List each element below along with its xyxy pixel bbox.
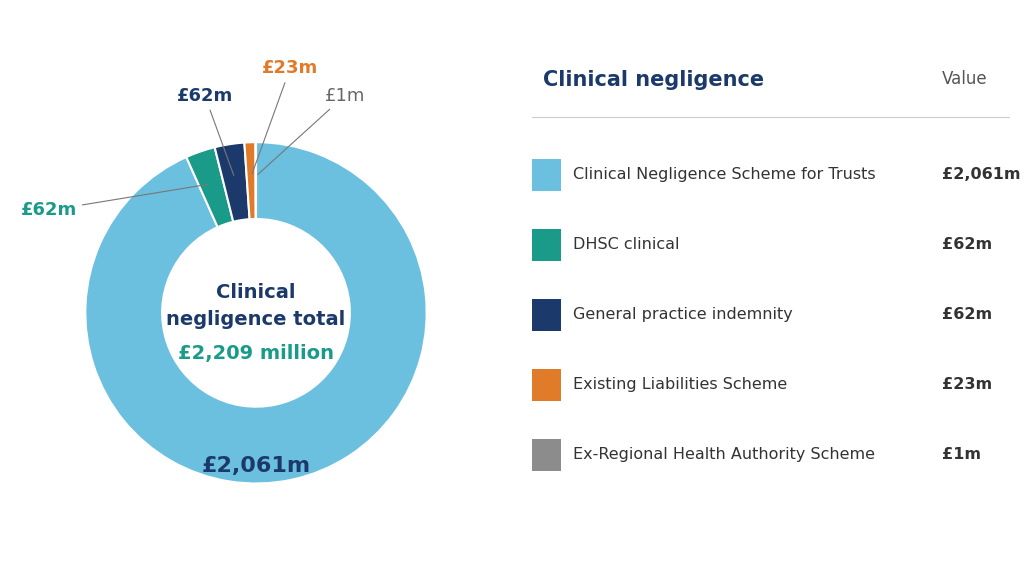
Text: £2,209 million: £2,209 million	[178, 345, 334, 363]
Text: Value: Value	[942, 70, 988, 88]
Text: Clinical negligence: Clinical negligence	[543, 70, 764, 90]
Text: negligence total: negligence total	[166, 310, 346, 329]
Wedge shape	[245, 142, 256, 219]
FancyBboxPatch shape	[532, 439, 561, 471]
Text: £62m: £62m	[177, 87, 233, 175]
FancyBboxPatch shape	[532, 159, 561, 191]
Text: £23m: £23m	[252, 59, 318, 174]
Text: £2,061m: £2,061m	[942, 167, 1021, 182]
Text: £23m: £23m	[942, 377, 992, 392]
Text: £1m: £1m	[942, 447, 981, 462]
Text: DHSC clinical: DHSC clinical	[573, 237, 680, 252]
Text: £2,061m: £2,061m	[202, 456, 310, 476]
Text: £62m: £62m	[942, 237, 992, 252]
Wedge shape	[186, 147, 233, 227]
Text: £62m: £62m	[942, 307, 992, 322]
FancyBboxPatch shape	[532, 369, 561, 401]
Wedge shape	[85, 142, 427, 483]
Text: Existing Liabilities Scheme: Existing Liabilities Scheme	[573, 377, 787, 392]
FancyBboxPatch shape	[532, 229, 561, 261]
Wedge shape	[215, 143, 250, 222]
Text: £62m: £62m	[20, 184, 209, 219]
Text: £1m: £1m	[258, 87, 365, 174]
Text: Clinical: Clinical	[216, 283, 296, 302]
Text: Ex-Regional Health Authority Scheme: Ex-Regional Health Authority Scheme	[573, 447, 876, 462]
FancyBboxPatch shape	[532, 299, 561, 331]
Text: Clinical Negligence Scheme for Trusts: Clinical Negligence Scheme for Trusts	[573, 167, 877, 182]
Text: General practice indemnity: General practice indemnity	[573, 307, 794, 322]
